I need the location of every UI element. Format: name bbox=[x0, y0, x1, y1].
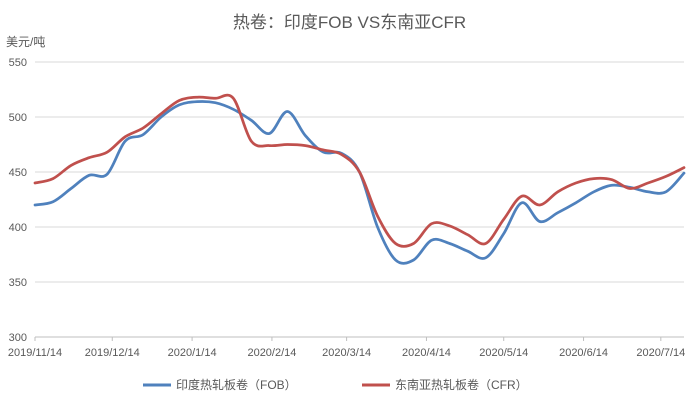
chart-title: 热卷：印度FOB VS东南亚CFR bbox=[232, 13, 467, 32]
y-tick-label: 500 bbox=[9, 112, 27, 124]
series-line-sea-cfr bbox=[33, 93, 686, 248]
x-tick-label: 2020/1/14 bbox=[168, 347, 217, 359]
legend: 印度热轧板卷（FOB） 东南亚热轧板卷（CFR） bbox=[143, 377, 528, 392]
x-axis-ticks: 2019/11/14 2019/12/14 2020/1/14 2020/2/14 20… bbox=[8, 337, 685, 359]
y-tick-label: 400 bbox=[9, 222, 27, 234]
x-tick-label: 2020/5/14 bbox=[479, 347, 528, 359]
y-tick-label: 450 bbox=[9, 167, 27, 179]
series-lines bbox=[33, 93, 686, 265]
x-tick-label: 2020/4/14 bbox=[402, 347, 451, 359]
legend-label: 印度热轧板卷（FOB） bbox=[176, 377, 297, 392]
x-tick-label: 2019/12/14 bbox=[85, 347, 140, 359]
legend-label: 东南亚热轧板卷（CFR） bbox=[395, 377, 528, 392]
y-axis-unit-label: 美元/吨 bbox=[6, 35, 46, 49]
y-tick-label: 550 bbox=[9, 57, 27, 69]
y-tick-label: 350 bbox=[9, 277, 27, 289]
x-tick-label: 2020/6/14 bbox=[559, 347, 608, 359]
x-tick-label: 2020/3/14 bbox=[322, 347, 371, 359]
x-tick-label: 2019/11/14 bbox=[8, 347, 62, 359]
y-axis-ticks: 300 350 400 450 500 550 bbox=[9, 57, 27, 344]
y-tick-label: 300 bbox=[9, 332, 27, 344]
x-tick-label: 2020/7/14 bbox=[636, 347, 685, 359]
series-line-india-fob bbox=[33, 100, 686, 265]
x-tick-label: 2020/2/14 bbox=[247, 347, 296, 359]
